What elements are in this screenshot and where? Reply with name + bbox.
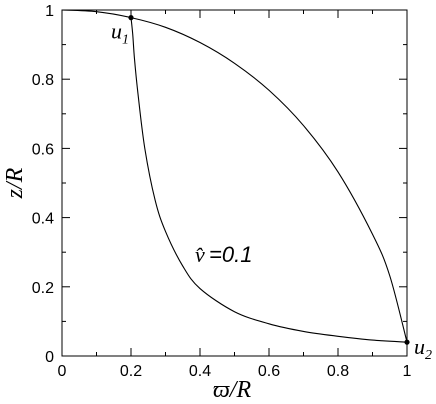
- tick-marks: [61, 9, 408, 357]
- x-axis-title: ϖ/R: [213, 377, 252, 403]
- point-marker-u2: [404, 339, 410, 345]
- annotation-v-hat: v̂: [195, 242, 205, 267]
- y-tick-label: 0: [45, 349, 54, 366]
- point-label-subscript: 1: [122, 33, 129, 48]
- point-label-u2: u2: [414, 334, 432, 363]
- point-marker-u1: [128, 15, 134, 21]
- series-line-1: [61, 9, 408, 343]
- y-tick-label: 0.2: [32, 280, 54, 297]
- annotation-value: =0.1: [209, 242, 252, 267]
- x-tick-label: 1: [403, 363, 412, 380]
- x-tick-label: 0.6: [258, 363, 280, 380]
- x-tick-label: 0.4: [189, 363, 211, 380]
- x-tick-label: 0.2: [120, 363, 142, 380]
- point-label-u1: u1: [111, 19, 129, 48]
- y-tick-label: 0.6: [32, 141, 54, 158]
- plot-frame: [61, 9, 408, 357]
- y-tick-label: 0.8: [32, 72, 54, 89]
- series-lines: [61, 9, 408, 343]
- point-label-subscript: 2: [425, 348, 432, 363]
- point-markers: u1 u2: [111, 15, 432, 363]
- y-axis-title: z/R: [2, 167, 28, 199]
- annotation-v: v̂ =0.1: [195, 242, 252, 267]
- x-tick-label: 0: [58, 363, 67, 380]
- x-tick-label: 0.8: [327, 363, 349, 380]
- y-tick-label: 1: [45, 3, 54, 20]
- y-tick-label: 0.4: [32, 211, 54, 228]
- series-line-2: [130, 17, 408, 343]
- tick-labels: 0 0.2 0.4 0.6 0.8 1 0 0.2 0.4 0.6 0.8 1: [32, 3, 412, 380]
